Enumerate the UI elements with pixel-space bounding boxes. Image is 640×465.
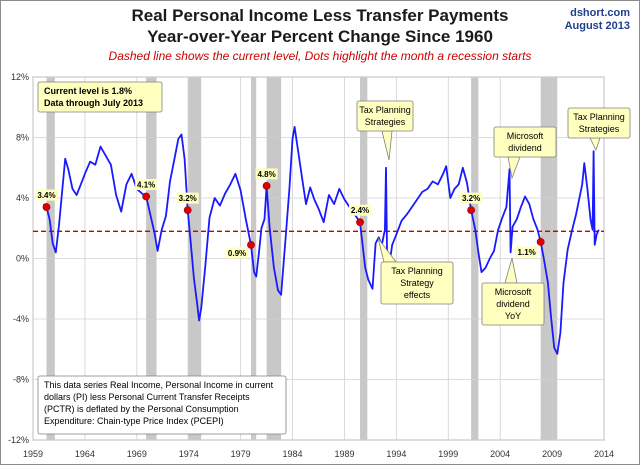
recession-label: 2.4% — [351, 206, 369, 215]
tax-planning-1993-callout-text: Strategies — [365, 117, 406, 127]
source-date: August 2013 — [564, 20, 630, 32]
data-note-box-text: This data series Real Income, Personal I… — [44, 380, 274, 390]
chart-title-line2: Year-over-Year Percent Change Since 1960 — [147, 27, 493, 46]
recession-label: 3.2% — [462, 194, 480, 203]
tax-planning-2012-callout-text: Tax Planning — [573, 112, 625, 122]
x-tick-label: 1989 — [334, 449, 354, 459]
recession-label-bg — [135, 178, 158, 190]
x-tick-label: 1974 — [179, 449, 199, 459]
y-tick-label: -12% — [8, 435, 29, 445]
recession-label-bg — [515, 246, 538, 258]
x-tick-label: 1994 — [386, 449, 406, 459]
y-tick-label: -8% — [13, 375, 29, 385]
recession-label-bg — [255, 168, 278, 180]
y-tick-label: -4% — [13, 314, 29, 324]
recession-dot — [42, 203, 51, 211]
recession-label: 4.8% — [257, 170, 275, 179]
microsoft-dividend-callout-box — [493, 126, 557, 158]
recession-label: 1.1% — [518, 248, 536, 257]
x-tick-label: 2004 — [490, 449, 510, 459]
x-tick-label: 2009 — [542, 449, 562, 459]
recession-dot — [247, 240, 255, 249]
tax-planning-1993-callout-text: Tax Planning — [359, 105, 411, 115]
y-tick-label: 0% — [16, 254, 29, 264]
recession-label: 3.2% — [179, 194, 197, 203]
current-level-callout-text: Data through July 2013 — [44, 98, 143, 108]
recession-label: 3.4% — [37, 191, 55, 200]
chart-subtitle: Dashed line shows the current level, Dot… — [108, 49, 532, 63]
series-line — [42, 126, 600, 355]
recession-label-bg — [460, 192, 483, 204]
chart-title-line1: Real Personal Income Less Transfer Payme… — [131, 6, 509, 25]
x-tick-label: 1979 — [231, 449, 251, 459]
y-tick-label: 4% — [16, 193, 29, 203]
tax-planning-2012-callout-text: Strategies — [579, 124, 620, 134]
recession-label-bg — [176, 192, 199, 204]
recession-label-bg — [226, 247, 249, 259]
tax-planning-effects-callout-text: Tax Planning — [391, 266, 443, 276]
recession-dot — [356, 218, 364, 227]
microsoft-dividend-callout-text: Microsoft — [507, 131, 544, 141]
recession-dot — [142, 192, 151, 201]
tax-planning-effects-callout-text: Strategy — [400, 278, 434, 288]
microsoft-dividend-yoy-callout-text: YoY — [505, 311, 521, 321]
data-note-box-text: (PCTR) is deflated by the Personal Consu… — [44, 404, 239, 414]
data-note-box-text: dollars (PI) less Personal Current Trans… — [44, 392, 250, 402]
tax-planning-effects-callout-text: effects — [404, 290, 431, 300]
recession-label-bg — [35, 189, 58, 201]
microsoft-dividend-yoy-callout-text: dividend — [496, 299, 530, 309]
y-tick-label: 8% — [16, 133, 29, 143]
x-tick-label: 1999 — [438, 449, 458, 459]
source-site: dshort.com — [570, 7, 630, 19]
recession-dot — [536, 237, 545, 246]
tax-planning-effects-callout-box — [380, 261, 454, 305]
microsoft-dividend-yoy-callout-box — [481, 282, 545, 326]
x-tick-label: 1964 — [75, 449, 95, 459]
tax-planning-1993-callout-box — [356, 100, 414, 132]
microsoft-dividend-yoy-callout-text: Microsoft — [495, 287, 532, 297]
recession-label: 4.1% — [137, 180, 155, 189]
source-credit: dshort.com August 2013 — [565, 7, 630, 33]
tax-planning-2012-callout-box — [567, 107, 631, 139]
current-level-callout-box — [37, 81, 163, 113]
microsoft-dividend-callout-text: dividend — [508, 143, 542, 153]
recession-dot — [262, 181, 271, 190]
recession-label-bg — [349, 204, 372, 216]
x-tick-label: 1969 — [127, 449, 147, 459]
y-tick-label: 12% — [11, 72, 29, 82]
recession-dot — [183, 206, 192, 214]
recession-label: 0.9% — [228, 249, 246, 258]
x-tick-label: 2014 — [594, 449, 614, 459]
x-tick-label: 1984 — [283, 449, 303, 459]
data-note-box-box — [37, 375, 287, 435]
recession-dot — [467, 206, 476, 214]
x-tick-label: 1959 — [23, 449, 43, 459]
data-note-box-text: Expenditure: Chain-type Price Index (PCE… — [44, 416, 224, 426]
current-level-callout-text: Current level is 1.8% — [44, 86, 132, 96]
